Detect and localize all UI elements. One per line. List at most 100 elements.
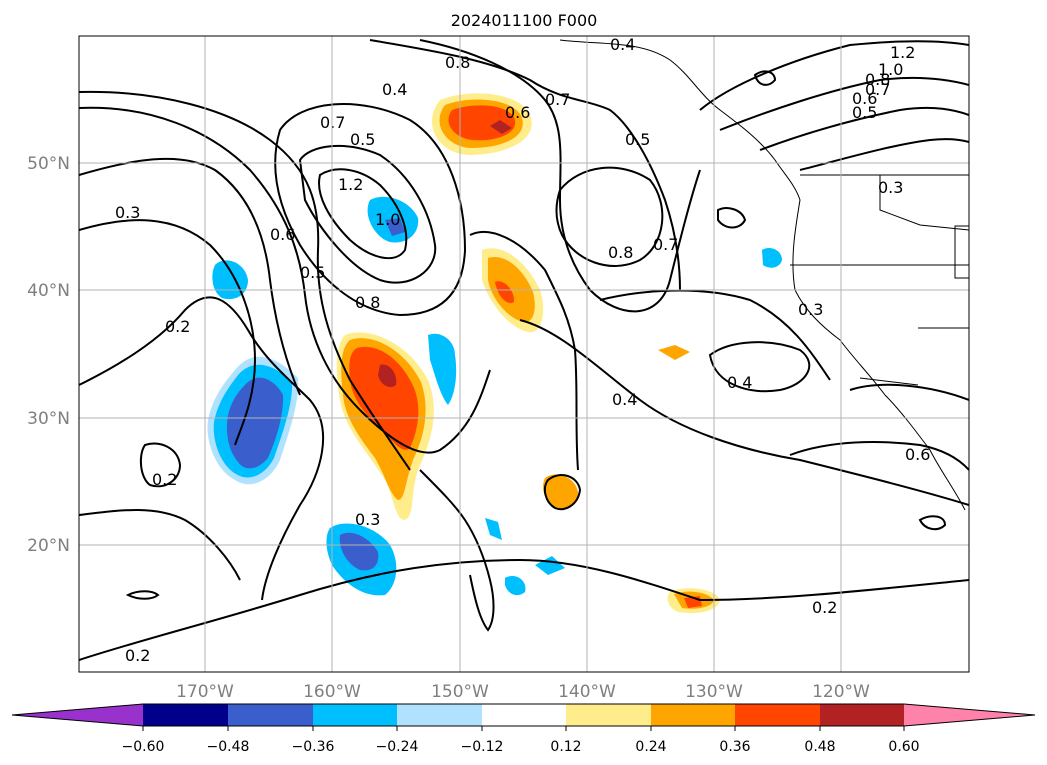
coastline xyxy=(559,39,969,511)
contour-line xyxy=(369,39,681,291)
contour-label: 0.3 xyxy=(878,178,903,197)
anomaly-warm xyxy=(378,364,397,387)
contour-label: 0.3 xyxy=(115,203,140,222)
anomaly-warm xyxy=(490,120,512,134)
colorbar-segment xyxy=(313,704,397,726)
contour-line xyxy=(543,474,582,510)
anomaly-cold xyxy=(762,248,782,268)
contour-label: 0.6 xyxy=(505,103,530,122)
contour-label: 1.0 xyxy=(878,60,903,79)
contour-label: 1.2 xyxy=(890,43,915,62)
contour-label: 0.8 xyxy=(865,70,890,89)
colorbar-tick-label: 0.48 xyxy=(804,739,835,755)
contour-label: 0.6 xyxy=(905,445,930,464)
contour-label: 0.6 xyxy=(270,225,295,244)
contour-label: 1.0 xyxy=(375,210,400,229)
colorbar-segment xyxy=(228,704,313,726)
contour-line xyxy=(419,39,701,313)
contour-line xyxy=(708,341,811,393)
contour-line xyxy=(519,319,969,506)
contour-label: 0.8 xyxy=(608,243,633,262)
anomaly-cold xyxy=(505,575,526,596)
map-title: 2024011100 F000 xyxy=(451,11,598,30)
contour-label: 0.2 xyxy=(125,646,150,665)
anomaly-cold xyxy=(385,218,405,236)
colorbar-extend-min xyxy=(12,704,143,726)
anomaly-cold xyxy=(485,518,502,540)
colorbar-segment xyxy=(566,704,651,726)
contour-label: 0.8 xyxy=(355,293,380,312)
contour-line xyxy=(599,289,831,381)
contour-line xyxy=(79,558,969,661)
contour-line xyxy=(79,509,241,581)
contour-label: 0.4 xyxy=(382,80,407,99)
contour-label: 0.5 xyxy=(350,130,375,149)
contour-label: 0.8 xyxy=(445,53,470,72)
contour-line xyxy=(759,106,969,151)
colorbar-segment xyxy=(482,704,566,726)
contour-label: 0.5 xyxy=(625,130,650,149)
contour-label: 0.6 xyxy=(852,89,877,108)
contour-label: 0.5 xyxy=(300,263,325,282)
contour-label: 0.3 xyxy=(355,510,380,529)
colorbar-segment xyxy=(397,704,482,726)
lat-label: 40°N xyxy=(27,281,70,301)
contour-line xyxy=(717,207,747,229)
contour-label: 0.5 xyxy=(852,103,877,122)
colorbar-tick-label: −0.36 xyxy=(292,739,335,755)
contour-line xyxy=(79,219,257,446)
contour-label: 0.3 xyxy=(798,300,823,319)
contour-label: 0.7 xyxy=(653,235,678,254)
lat-label: 50°N xyxy=(27,154,70,174)
contour-label: 1.2 xyxy=(338,175,363,194)
contour-labels: 0.8 0.4 0.4 0.6 0.7 0.7 0.5 0.5 1.2 1.0 … xyxy=(115,35,930,665)
anomaly-cold xyxy=(428,333,457,405)
contour-line xyxy=(139,442,182,488)
colorbar-segment xyxy=(651,704,735,726)
lon-label: 120°W xyxy=(812,682,870,702)
colorbar: −0.60 −0.48 −0.36 −0.24 −0.12 0.12 0.24 … xyxy=(11,703,1036,755)
anomaly-cold xyxy=(535,556,565,575)
contour-line xyxy=(79,296,324,601)
contour-line xyxy=(298,144,437,284)
contour-label: 0.7 xyxy=(320,113,345,132)
contour-line xyxy=(469,230,579,471)
contour-label: 0.4 xyxy=(612,390,637,409)
lon-label: 130°W xyxy=(685,682,743,702)
colorbar-tick-label: 0.24 xyxy=(635,739,666,755)
contour-label: 0.7 xyxy=(545,90,570,109)
contour-line xyxy=(753,70,777,86)
contour-line xyxy=(789,441,969,471)
contour-label: 0.4 xyxy=(727,373,752,392)
colorbar-tick-label: −0.24 xyxy=(376,739,419,755)
contour-line xyxy=(274,103,467,317)
gridlines xyxy=(79,36,969,672)
contour-label: 0.2 xyxy=(812,598,837,617)
colorbar-segment xyxy=(735,704,820,726)
anomaly-cold xyxy=(339,532,379,571)
contour-line xyxy=(719,76,969,131)
lon-label: 160°W xyxy=(303,682,361,702)
contour-label: 0.7 xyxy=(865,80,890,99)
contour-label: 0.2 xyxy=(165,317,190,336)
anomaly-cold xyxy=(226,377,284,469)
lon-label: 170°W xyxy=(176,682,234,702)
contour-line xyxy=(799,138,969,171)
map-area: 0.8 0.4 0.4 0.6 0.7 0.7 0.5 0.5 1.2 1.0 … xyxy=(79,35,969,672)
lat-label: 20°N xyxy=(27,536,70,556)
contour-line xyxy=(849,383,969,401)
colorbar-segment xyxy=(143,704,228,726)
contour-line xyxy=(699,40,969,111)
contour-label: 0.4 xyxy=(610,35,635,54)
contours xyxy=(79,39,969,661)
colorbar-extend-max xyxy=(904,704,1035,726)
anomaly-warm xyxy=(658,345,690,360)
contour-line xyxy=(125,590,160,600)
lon-label: 140°W xyxy=(558,682,616,702)
colorbar-ticks xyxy=(142,726,905,731)
shading xyxy=(207,93,782,614)
contour-line xyxy=(318,168,408,260)
contour-line xyxy=(419,469,495,632)
lat-label: 30°N xyxy=(27,409,70,429)
